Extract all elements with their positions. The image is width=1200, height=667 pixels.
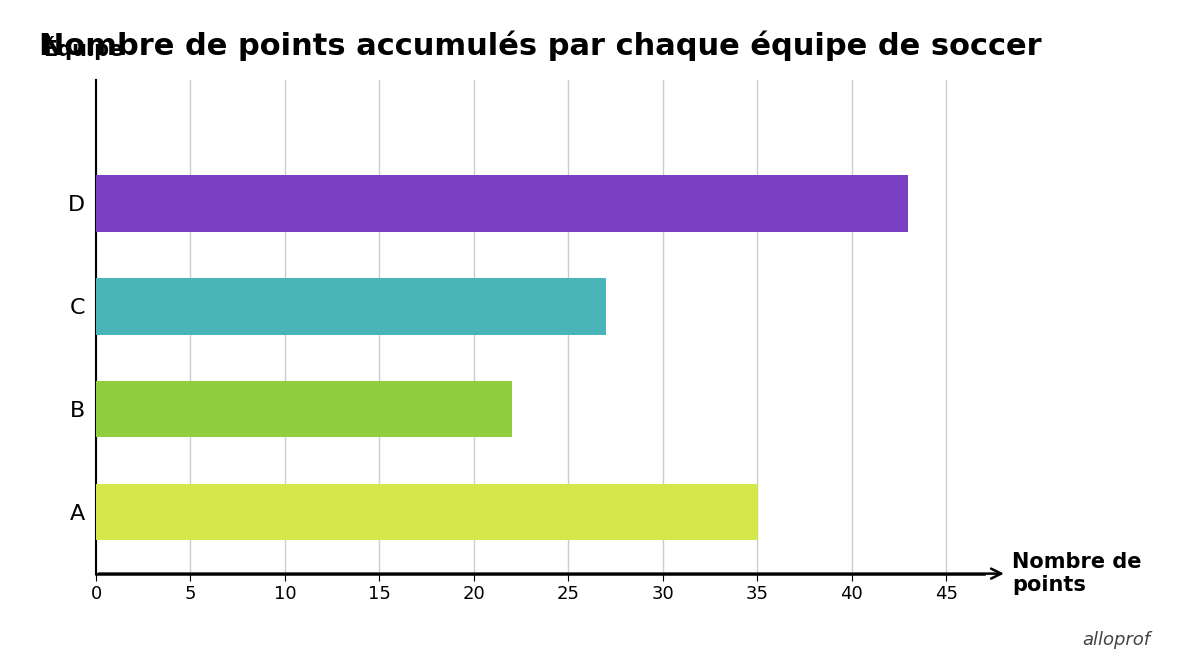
Text: alloprof: alloprof — [1082, 632, 1150, 649]
Bar — [96, 278, 606, 335]
Text: Nombre de
points: Nombre de points — [1013, 552, 1142, 595]
Text: Équipe: Équipe — [43, 36, 124, 60]
Title: Nombre de points accumulés par chaque équipe de soccer: Nombre de points accumulés par chaque éq… — [38, 31, 1042, 61]
Bar — [96, 484, 757, 540]
Bar — [96, 175, 908, 231]
Bar — [96, 381, 511, 438]
